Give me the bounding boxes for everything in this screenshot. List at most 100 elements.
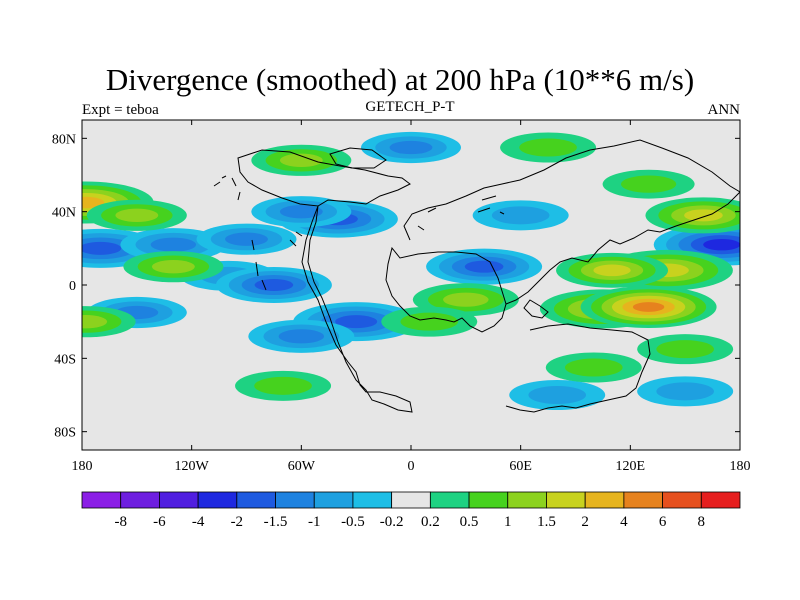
field-contour [115, 208, 159, 223]
colorbar-label: 4 [620, 514, 628, 530]
field-anomaly [472, 200, 569, 231]
field-contour [225, 232, 268, 246]
experiment-label: Expt = teboa [82, 102, 159, 118]
field-contour [400, 312, 459, 331]
axes: 180 120W 60W 0 60E 120E 180 80N 40N 0 40S 80S [52, 120, 751, 474]
colorbar-label: -6 [153, 514, 166, 530]
colorbar-swatch [391, 491, 431, 509]
colorbar-swatch [700, 491, 741, 509]
colorbar-label: -0.5 [341, 514, 365, 530]
y-tick-label: 80N [52, 132, 76, 147]
chart-title: Divergence (smoothed) at 200 hPa (10**6 … [105, 62, 695, 97]
field-contour [82, 241, 122, 255]
coastline-australia [505, 323, 651, 413]
colorbar-swatch [468, 491, 509, 509]
field-contour [254, 279, 294, 291]
y-tick-label: 80S [54, 426, 76, 441]
field-contour [278, 329, 325, 344]
colorbar-swatch [159, 491, 199, 509]
colorbar-swatch [546, 491, 586, 509]
field-contour [464, 260, 504, 273]
model-label: GETECH_P-T [365, 99, 455, 115]
colorbar-swatch [313, 491, 354, 509]
field-contour [491, 206, 550, 225]
field-anomaly [556, 252, 669, 288]
colorbar-swatch [236, 491, 276, 509]
field-contour [389, 140, 433, 155]
field-contour [82, 314, 108, 329]
field-contour [279, 204, 323, 219]
field-contour [621, 175, 677, 193]
field-contour [151, 259, 195, 274]
colorbar-label: -4 [192, 514, 205, 530]
field-anomaly [251, 144, 352, 176]
colorbar-swatch [429, 491, 470, 509]
colorbar-label: 1 [504, 514, 512, 530]
field-anomaly [381, 306, 478, 337]
field-anomaly [196, 223, 297, 255]
field-anomaly [637, 376, 734, 407]
coastline-greenland [329, 147, 387, 169]
field-anomaly [500, 132, 597, 163]
coastline-islands [213, 175, 505, 291]
field-anomaly [580, 286, 717, 328]
coastlines [213, 139, 740, 413]
colorbar-swatch [584, 491, 625, 509]
colorbar-swatch [81, 491, 122, 509]
coastline-africa [385, 246, 507, 333]
field-anomaly [645, 197, 740, 234]
field-anomaly [248, 319, 355, 353]
x-tick-label: 60W [288, 459, 316, 474]
colorbar-label: -8 [114, 514, 127, 530]
field-anomaly [251, 196, 352, 228]
colorbar-label: -2 [231, 514, 244, 530]
colorbar-label: -1.5 [264, 514, 288, 530]
x-tick-label: 0 [408, 459, 415, 474]
y-tick-label: 40N [52, 206, 76, 221]
field-contour [335, 315, 378, 329]
field-anomaly [637, 334, 734, 365]
field-contour [703, 238, 740, 251]
x-tick-label: 180 [730, 459, 751, 474]
field-contour [279, 153, 323, 168]
field-anomaly [215, 267, 332, 303]
field-contour [443, 292, 489, 307]
colorbar-label: 8 [698, 514, 706, 530]
field-anomaly [602, 169, 695, 199]
field-anomaly [82, 306, 136, 338]
field-contour [593, 264, 631, 277]
field-anomaly [86, 199, 187, 231]
colorbar-swatch [662, 491, 702, 509]
field-anomaly [235, 370, 332, 401]
field-contour [656, 340, 714, 359]
colorbar-label: 0.2 [421, 514, 440, 530]
field-contour [684, 209, 723, 222]
colorbar-label: 1.5 [537, 514, 556, 530]
y-tick-label: 40S [54, 352, 76, 367]
field-contour [150, 237, 197, 252]
field-contour [632, 302, 665, 312]
colorbar-swatch [352, 491, 393, 509]
field-anomaly [426, 248, 543, 285]
x-tick-label: 120W [175, 459, 210, 474]
divergence-field [82, 131, 740, 410]
x-tick-label: 60E [509, 459, 532, 474]
period-label: ANN [707, 102, 741, 118]
field-anomaly [545, 352, 642, 383]
y-tick-label: 0 [69, 279, 76, 294]
field-anomaly [123, 251, 224, 283]
colorbar-label: 0.5 [460, 514, 479, 530]
field-anomaly [509, 380, 606, 410]
field-contour [564, 358, 623, 377]
field-contour [528, 386, 587, 404]
x-tick-label: 120E [616, 459, 646, 474]
colorbar-swatch [120, 491, 160, 509]
field-contour [656, 382, 714, 401]
coastline-eurasia [403, 139, 740, 305]
colorbar-swatch [197, 491, 238, 509]
x-tick-label: 180 [72, 459, 93, 474]
colorbar: -8 -6 -4 -2 -1.5 -1 -0.5 -0.2 0.2 0.5 1 1.5 2 4 6 8 [81, 491, 741, 530]
colorbar-label: 6 [659, 514, 667, 530]
coastline-india [523, 299, 549, 319]
colorbar-label: -0.2 [380, 514, 404, 530]
